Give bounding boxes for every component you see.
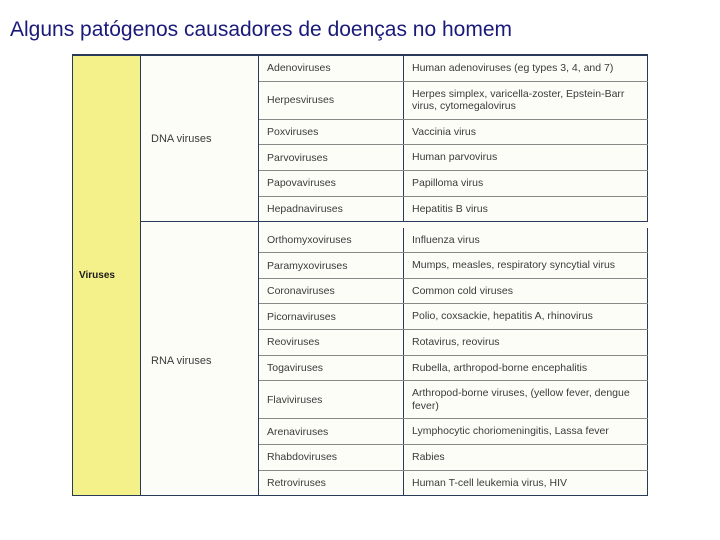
example-cell: Common cold viruses xyxy=(404,278,648,304)
example-cell: Rubella, arthropod-borne encephalitis xyxy=(404,355,648,381)
example-cell: Human T-cell leukemia virus, HIV xyxy=(404,470,648,496)
example-cell: Influenza virus xyxy=(404,228,648,253)
example-cell: Papilloma virus xyxy=(404,170,648,196)
example-cell: Hepatitis B virus xyxy=(404,196,648,222)
family-cell: Picornaviruses xyxy=(259,304,404,330)
family-cell: Poxviruses xyxy=(259,119,404,145)
family-cell: Parvoviruses xyxy=(259,145,404,171)
example-cell: Rotavirus, reovirus xyxy=(404,330,648,356)
family-cell: Papovaviruses xyxy=(259,170,404,196)
example-cell: Herpes simplex, varicella-zoster, Epstei… xyxy=(404,81,648,119)
example-cell: Lymphocytic choriomeningitis, Lassa feve… xyxy=(404,419,648,445)
example-cell: Vaccinia virus xyxy=(404,119,648,145)
family-cell: Retroviruses xyxy=(259,470,404,496)
family-cell: Adenoviruses xyxy=(259,56,404,81)
family-cell: Paramyxoviruses xyxy=(259,253,404,279)
category-cell: Viruses xyxy=(73,56,141,496)
group-cell: RNA viruses xyxy=(141,228,259,496)
family-cell: Orthomyxoviruses xyxy=(259,228,404,253)
example-cell: Mumps, measles, respiratory syncytial vi… xyxy=(404,253,648,279)
example-cell: Human adenoviruses (eg types 3, 4, and 7… xyxy=(404,56,648,81)
family-cell: Coronaviruses xyxy=(259,278,404,304)
pathogen-table-wrap: VirusesDNA virusesAdenovirusesHuman aden… xyxy=(72,54,648,496)
family-cell: Hepadnaviruses xyxy=(259,196,404,222)
example-cell: Polio, coxsackie, hepatitis A, rhinoviru… xyxy=(404,304,648,330)
family-cell: Flaviviruses xyxy=(259,381,404,419)
table-row: RNA virusesOrthomyxovirusesInfluenza vir… xyxy=(73,228,648,253)
pathogen-table: VirusesDNA virusesAdenovirusesHuman aden… xyxy=(72,56,648,496)
group-cell: DNA viruses xyxy=(141,56,259,222)
table-row: VirusesDNA virusesAdenovirusesHuman aden… xyxy=(73,56,648,81)
page-title: Alguns patógenos causadores de doenças n… xyxy=(0,0,720,54)
example-cell: Arthropod-borne viruses, (yellow fever, … xyxy=(404,381,648,419)
family-cell: Togaviruses xyxy=(259,355,404,381)
example-cell: Rabies xyxy=(404,445,648,471)
family-cell: Rhabdoviruses xyxy=(259,445,404,471)
family-cell: Arenaviruses xyxy=(259,419,404,445)
family-cell: Reoviruses xyxy=(259,330,404,356)
example-cell: Human parvovirus xyxy=(404,145,648,171)
family-cell: Herpesviruses xyxy=(259,81,404,119)
